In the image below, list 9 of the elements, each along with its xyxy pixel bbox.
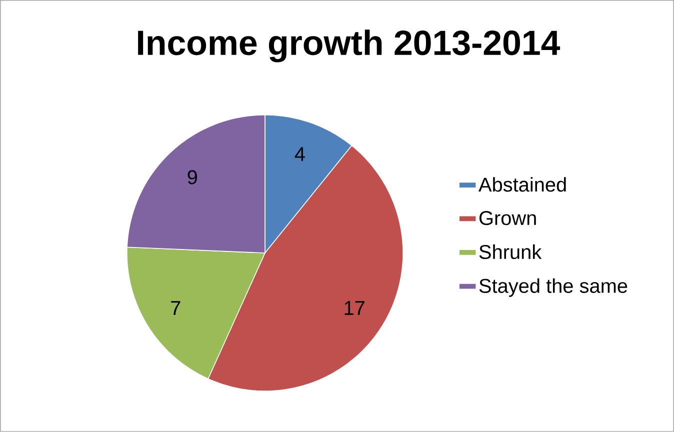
chart-title: Income growth 2013-2014 xyxy=(138,30,560,62)
data-label: 7 xyxy=(171,301,180,315)
data-label: 4 xyxy=(294,147,305,161)
legend-label: Grown xyxy=(479,211,536,226)
data-label: 9 xyxy=(188,170,197,184)
legend-label: Abstained xyxy=(478,177,566,192)
data-label: 17 xyxy=(344,301,364,315)
legend-label: Shrunk xyxy=(479,244,542,260)
legend-label: Stayed the same xyxy=(479,278,628,297)
